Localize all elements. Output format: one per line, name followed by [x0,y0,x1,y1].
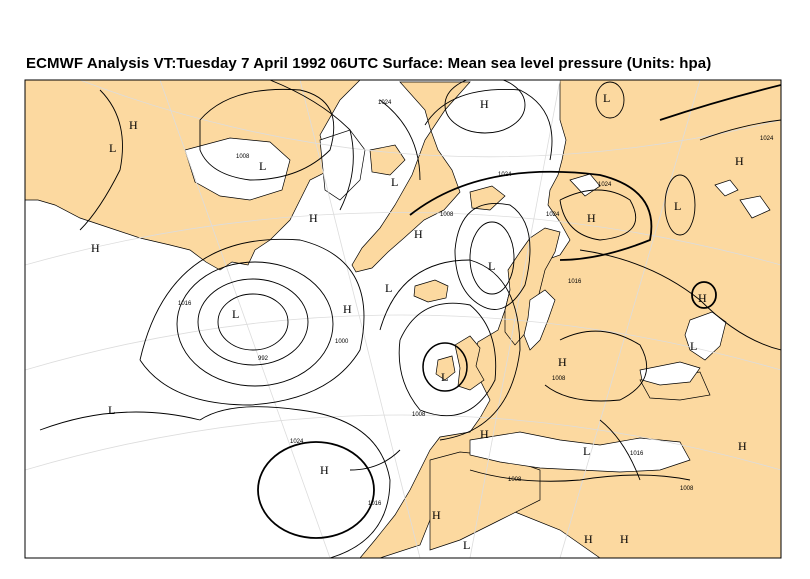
isobar-label: 1008 [412,412,426,418]
pressure-centers: H L L H H L H L H L L H L H H L H H L H … [91,91,747,552]
baltic-sea [523,289,556,351]
isobar-label: 1008 [552,376,566,382]
pressure-center-low: L [603,91,610,105]
isobar-label: 1024 [760,136,774,142]
pressure-center-high: H [309,211,318,225]
pressure-center-high: H [698,291,707,305]
land-iceland [413,279,449,303]
black-sea [639,361,701,386]
pressure-center-low: L [259,159,266,173]
mediterranean-sea [469,431,691,473]
isobar-label: 992 [258,356,269,362]
isobar-label: 1008 [680,486,694,492]
isobar-label: 1024 [290,439,304,445]
pressure-center-high: H [432,508,441,522]
lake-north-1 [714,179,739,197]
land-ireland [435,355,456,381]
pressure-center-low: L [391,175,398,189]
pressure-center-low: L [441,370,448,384]
isobar-label: 1024 [598,182,612,188]
isobar-label: 1008 [508,477,522,483]
pressure-center-high: H [587,211,596,225]
land-masses [25,80,781,558]
map-title: ECMWF Analysis VT:Tuesday 7 April 1992 0… [26,55,712,72]
land-svalbard [469,185,506,211]
map-border [24,79,782,559]
pressure-center-low: L [674,199,681,213]
isobar-label: 1016 [568,279,582,285]
isobar-label: 1016 [630,451,644,457]
pressure-center-high: H [735,154,744,168]
pressure-center-high: H [480,427,489,441]
pressure-center-low: L [690,339,697,353]
pressure-center-high: H [584,532,593,546]
pressure-center-high: H [320,463,329,477]
isobar-label: 1016 [178,301,192,307]
isobar-label: 1000 [335,339,349,345]
isobars [39,80,781,558]
pressure-center-low: L [109,141,116,155]
pressure-center-high: H [91,241,100,255]
pressure-center-high: H [738,439,747,453]
pressure-center-high: H [480,97,489,111]
hudson-bay [184,137,291,201]
pressure-center-low: L [488,259,495,273]
isobar-label: 1024 [378,100,392,106]
pressure-center-high: H [558,355,567,369]
land-arctic-isles [369,144,406,176]
isobar-label: 1016 [368,501,382,507]
pressure-center-high: H [343,302,352,316]
land-greenland [351,81,471,273]
pressure-center-high: H [129,118,138,132]
pressure-center-low: L [583,444,590,458]
isobar-label: 1008 [236,154,250,160]
pressure-center-low: H [620,532,629,546]
pressure-center-low: L [232,307,239,321]
water-bodies [184,129,771,473]
isobar-label: 1024 [498,172,512,178]
pressure-center-low: L [385,281,392,295]
lake-east-1 [739,195,771,219]
pressure-center-low: L [108,403,115,417]
land-britain [454,335,485,391]
pressure-center-low: L [463,538,470,552]
isobar-labels: 1008 1024 1024 1008 1024 1024 1016 1000 … [178,100,774,507]
graticule [25,80,781,558]
land-scandinavia [504,227,561,346]
pressure-center-high: H [414,227,423,241]
isobar-label: 1024 [546,212,560,218]
isobar-label: 1008 [440,212,454,218]
